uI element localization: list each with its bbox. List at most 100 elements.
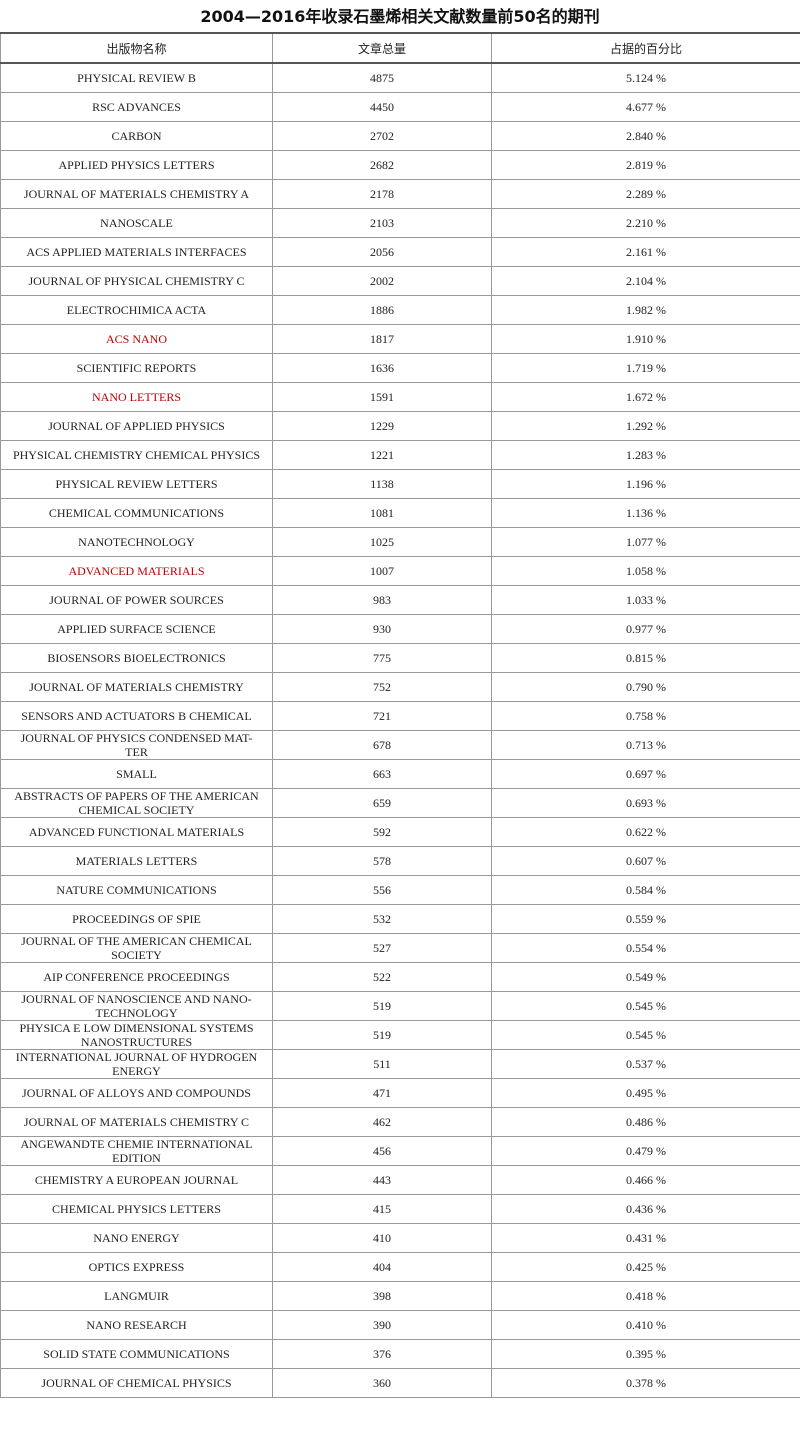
journal-name: LANGMUIR <box>0 1281 273 1311</box>
percentage: 2.210 % <box>491 208 800 238</box>
article-count: 556 <box>272 875 492 905</box>
article-count: 721 <box>272 701 492 731</box>
article-count: 1817 <box>272 324 492 354</box>
percentage: 0.495 % <box>491 1078 800 1108</box>
article-count: 1886 <box>272 295 492 325</box>
journal-name: NANO ENERGY <box>0 1223 273 1253</box>
journal-name: SCIENTIFIC REPORTS <box>0 353 273 383</box>
journal-name: CHEMICAL PHYSICS LETTERS <box>0 1194 273 1224</box>
table-row: PHYSICAL REVIEW LETTERS 1138 1.196 % <box>0 469 800 499</box>
percentage: 0.410 % <box>491 1310 800 1340</box>
percentage: 0.537 % <box>491 1049 800 1079</box>
journal-name: INTERNATIONAL JOURNAL OF HYDROGEN ENERGY <box>0 1049 273 1079</box>
journal-name: ELECTROCHIMICA ACTA <box>0 295 273 325</box>
percentage: 0.815 % <box>491 643 800 673</box>
percentage: 1.196 % <box>491 469 800 499</box>
table-row: JOURNAL OF MATERIALS CHEMISTRY 752 0.790 % <box>0 672 800 702</box>
article-count: 1636 <box>272 353 492 383</box>
journal-name: NANOSCALE <box>0 208 273 238</box>
table-row: PROCEEDINGS OF SPIE 532 0.559 % <box>0 904 800 934</box>
percentage: 0.431 % <box>491 1223 800 1253</box>
journal-name: NANOTECHNOLOGY <box>0 527 273 557</box>
article-count: 511 <box>272 1049 492 1079</box>
article-count: 360 <box>272 1368 492 1398</box>
percentage: 0.607 % <box>491 846 800 876</box>
journal-name: JOURNAL OF MATERIALS CHEMISTRY A <box>0 179 273 209</box>
journal-name: APPLIED SURFACE SCIENCE <box>0 614 273 644</box>
percentage: 0.790 % <box>491 672 800 702</box>
percentage: 0.554 % <box>491 933 800 963</box>
table-row: NATURE COMMUNICATIONS 556 0.584 % <box>0 875 800 905</box>
percentage: 0.545 % <box>491 991 800 1021</box>
article-count: 376 <box>272 1339 492 1369</box>
article-count: 415 <box>272 1194 492 1224</box>
table-row: JOURNAL OF PHYSICS CONDENSED MAT- TER 678… <box>0 730 800 760</box>
journal-name: ADVANCED MATERIALS <box>0 556 273 586</box>
journal-name: SMALL <box>0 759 273 789</box>
journal-name: JOURNAL OF CHEMICAL PHYSICS <box>0 1368 273 1398</box>
journal-name: CHEMICAL COMMUNICATIONS <box>0 498 273 528</box>
table-row: NANOSCALE 2103 2.210 % <box>0 208 800 238</box>
article-count: 443 <box>272 1165 492 1195</box>
percentage: 2.289 % <box>491 179 800 209</box>
table-row: NANOTECHNOLOGY 1025 1.077 % <box>0 527 800 557</box>
article-count: 2178 <box>272 179 492 209</box>
title: 2004—2016年收录石墨烯相关文献数量前50名的期刊 <box>200 7 600 26</box>
journal-name: ACS APPLIED MATERIALS INTERFACES <box>0 237 273 267</box>
table-row: CARBON 2702 2.840 % <box>0 121 800 151</box>
table-row: PHYSICAL REVIEW B 4875 5.124 % <box>0 62 800 93</box>
journal-name: JOURNAL OF POWER SOURCES <box>0 585 273 615</box>
journal-name: BIOSENSORS BIOELECTRONICS <box>0 643 273 673</box>
table-row: LANGMUIR 398 0.418 % <box>0 1281 800 1311</box>
article-count: 663 <box>272 759 492 789</box>
percentage: 0.713 % <box>491 730 800 760</box>
table-row: SENSORS AND ACTUATORS B CHEMICAL 721 0.758… <box>0 701 800 731</box>
percentage: 0.697 % <box>491 759 800 789</box>
article-count: 462 <box>272 1107 492 1137</box>
table-row: ACS NANO 1817 1.910 % <box>0 324 800 354</box>
journal-name: CARBON <box>0 121 273 151</box>
percentage: 1.672 % <box>491 382 800 412</box>
table-row: APPLIED SURFACE SCIENCE 930 0.977 % <box>0 614 800 644</box>
percentage: 0.977 % <box>491 614 800 644</box>
journal-name: JOURNAL OF THE AMERICAN CHEMICAL SOCIETY <box>0 933 273 963</box>
article-count: 1138 <box>272 469 492 499</box>
percentage: 0.436 % <box>491 1194 800 1224</box>
article-count: 2702 <box>272 121 492 151</box>
percentage: 0.559 % <box>491 904 800 934</box>
table-row: APPLIED PHYSICS LETTERS 2682 2.819 % <box>0 150 800 180</box>
article-count: 410 <box>272 1223 492 1253</box>
table-row: INTERNATIONAL JOURNAL OF HYDROGEN ENERGY… <box>0 1049 800 1079</box>
percentage: 0.545 % <box>491 1020 800 1050</box>
percentage: 0.758 % <box>491 701 800 731</box>
journal-name: PHYSICAL REVIEW LETTERS <box>0 469 273 499</box>
journal-name: CHEMISTRY A EUROPEAN JOURNAL <box>0 1165 273 1195</box>
percentage: 4.677 % <box>491 92 800 122</box>
article-count: 532 <box>272 904 492 934</box>
table-row: ACS APPLIED MATERIALS INTERFACES 2056 2.16… <box>0 237 800 267</box>
percentage: 0.418 % <box>491 1281 800 1311</box>
article-count: 456 <box>272 1136 492 1166</box>
table-row: CHEMISTRY A EUROPEAN JOURNAL 443 0.466 % <box>0 1165 800 1195</box>
percentage: 0.395 % <box>491 1339 800 1369</box>
table-body: PHYSICAL REVIEW B 4875 5.124 % RSC ADVANCES… <box>0 62 800 1398</box>
table-row: ADVANCED FUNCTIONAL MATERIALS 592 0.622 % <box>0 817 800 847</box>
journal-name: JOURNAL OF PHYSICS CONDENSED MAT- TER <box>0 730 273 760</box>
percentage: 1.077 % <box>491 527 800 557</box>
table-row: NANO RESEARCH 390 0.410 % <box>0 1310 800 1340</box>
percentage: 2.104 % <box>491 266 800 296</box>
header-cell: 文章总量 <box>272 32 492 64</box>
journal-name: ANGEWANDTE CHEMIE INTERNATIONAL EDITION <box>0 1136 273 1166</box>
table-row: CHEMICAL PHYSICS LETTERS 415 0.436 % <box>0 1194 800 1224</box>
table-row: JOURNAL OF THE AMERICAN CHEMICAL SOCIETY… <box>0 933 800 963</box>
table-row: ABSTRACTS OF PAPERS OF THE AMERICAN CHEM… <box>0 788 800 818</box>
table-row: JOURNAL OF POWER SOURCES 983 1.033 % <box>0 585 800 615</box>
article-count: 678 <box>272 730 492 760</box>
journal-name: JOURNAL OF MATERIALS CHEMISTRY <box>0 672 273 702</box>
journal-name: MATERIALS LETTERS <box>0 846 273 876</box>
table-row: JOURNAL OF APPLIED PHYSICS 1229 1.292 % <box>0 411 800 441</box>
journal-name: AIP CONFERENCE PROCEEDINGS <box>0 962 273 992</box>
article-count: 775 <box>272 643 492 673</box>
percentage: 0.378 % <box>491 1368 800 1398</box>
